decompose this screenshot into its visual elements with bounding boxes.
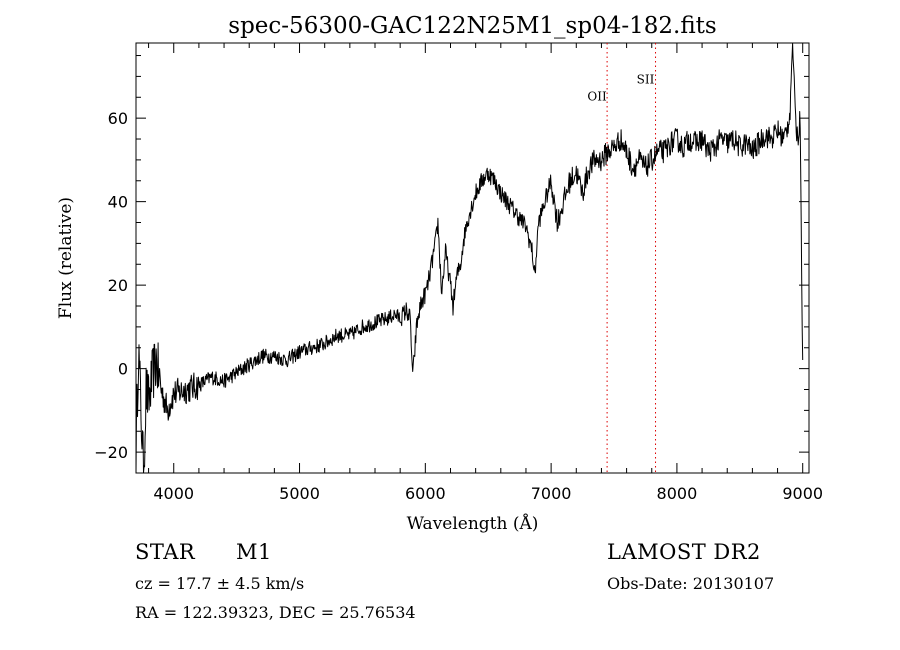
spectrum-series-line [135,42,804,474]
chart-title: spec-56300-GAC122N25M1_sp04-182.fits [228,13,716,39]
line-label-oii: OII [587,89,607,103]
x-tick-label: 6000 [405,484,446,503]
survey-label: LAMOST DR2 [607,540,761,564]
x-tick-label: 8000 [657,484,698,503]
y-axis-label: Flux (relative) [56,197,76,319]
x-tick-label: 5000 [279,484,320,503]
subclass-label: M1 [236,540,272,564]
plot-area: 4000 5000 6000 7000 8000 9000 −20 0 20 40 60 spec-5… [56,13,823,534]
obs-date-text: Obs-Date: 20130107 [607,574,775,593]
x-tick-label: 7000 [531,484,572,503]
x-tick-label: 9000 [782,484,823,503]
redshift-text: cz = 17.7 ± 4.5 km/s [135,574,305,593]
y-tick-label: 0 [118,360,128,379]
y-tick-label: −20 [94,443,128,462]
plot-frame [135,42,810,474]
x-axis-label: Wavelength (Å) [407,513,539,534]
y-tick-label: 20 [108,276,128,295]
line-label-sii: SII [637,73,655,87]
y-tick-label: 60 [108,109,128,128]
y-tick-label: 40 [108,193,128,212]
coordinates-text: RA = 122.39323, DEC = 25.76534 [135,603,416,622]
classification-label: STAR [135,540,196,564]
x-tick-label: 4000 [153,484,194,503]
